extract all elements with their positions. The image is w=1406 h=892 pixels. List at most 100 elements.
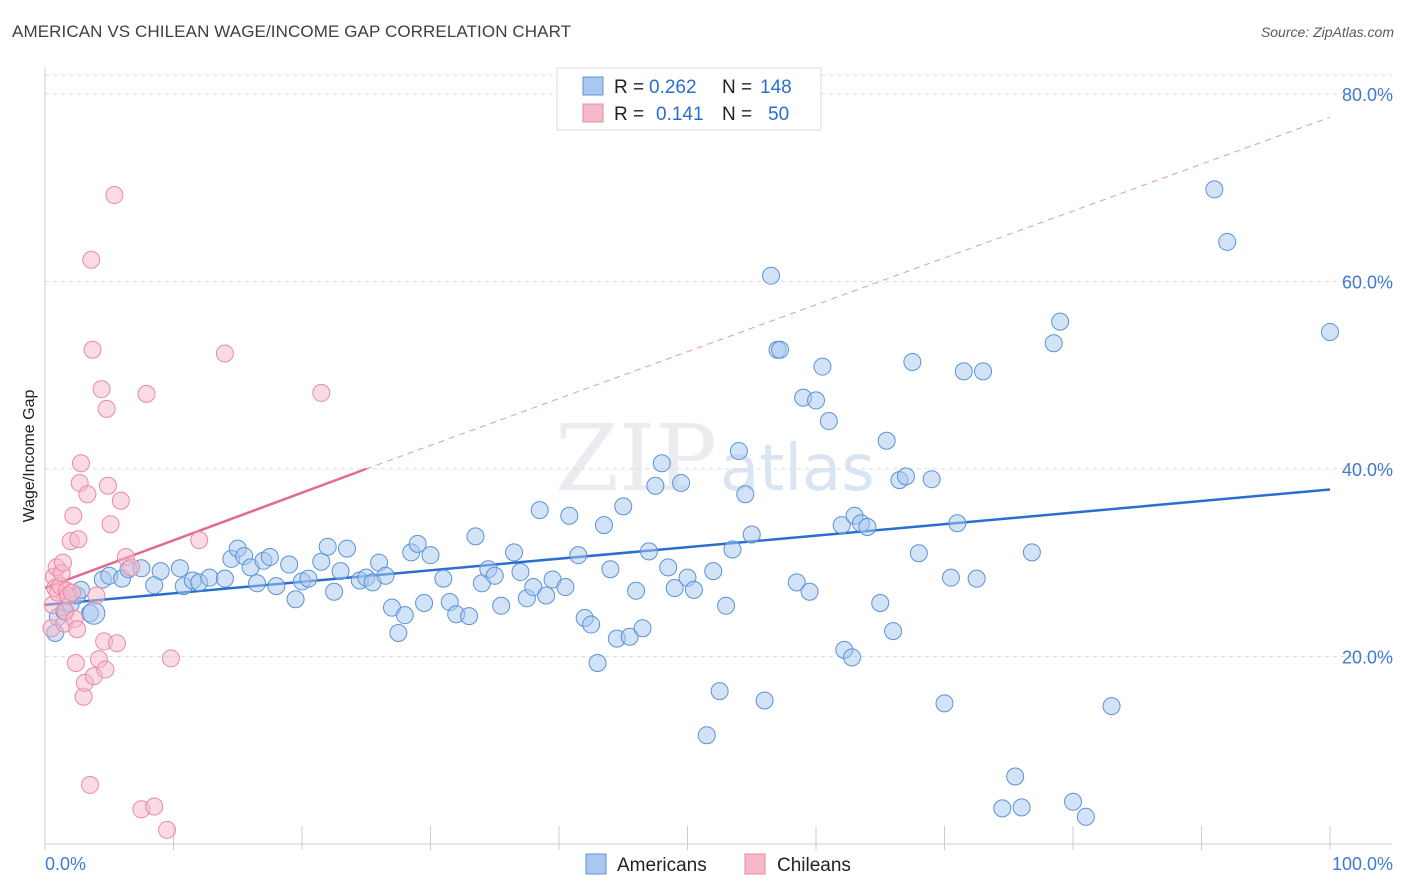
point-americans [1064,792,1082,811]
legend-n-label-1: N = [722,77,752,98]
x-tick-label-start: 0.0% [45,854,86,874]
point-americans [614,497,633,516]
legend-n-value-1: 148 [760,77,792,98]
point-americans [672,473,691,492]
point-americans [1022,543,1041,562]
point-americans [312,552,331,571]
point-chileans [62,583,81,602]
bottom-legend-americans-label: Americans [617,855,707,876]
point-americans [884,622,903,641]
point-americans [318,537,337,556]
bottom-legend-chileans-label: Chileans [777,855,851,876]
point-americans [755,691,774,710]
point-americans [569,546,588,565]
point-americans [299,569,318,588]
point-chileans [53,553,72,572]
legend-chileans-swatch [582,103,604,123]
y-tick-label: 20.0% [1342,647,1393,667]
legend-r-label-2: R = [614,104,644,125]
point-americans [922,470,941,489]
point-chileans [158,820,177,839]
point-americans [807,391,825,410]
point-americans [967,569,986,588]
legend-n-label-2: N = [722,104,752,125]
point-chileans [69,530,88,549]
americans-points [46,180,1339,826]
point-americans [505,543,524,562]
y-tick-label: 80.0% [1342,85,1393,105]
point-americans [408,534,427,553]
point-americans [200,568,219,587]
point-americans [511,563,530,582]
point-americans [684,580,703,599]
point-americans [896,467,915,486]
legend-n-value-2: 50 [768,104,789,125]
point-americans [717,596,736,615]
point-americans [974,362,993,381]
point-chileans [190,531,209,550]
point-chileans [68,620,87,639]
point-americans [556,578,575,597]
point-americans [832,516,851,535]
point-americans [325,582,344,601]
point-chileans [101,515,120,534]
point-americans [337,539,356,558]
point-americans [466,527,485,546]
point-americans [582,615,601,634]
point-americans [1076,807,1095,826]
point-chileans [71,454,90,473]
point-chileans [107,634,126,653]
point-americans [248,574,267,593]
y-tick-label: 40.0% [1342,460,1393,480]
point-americans [697,726,716,745]
point-chileans [92,380,111,399]
point-americans [639,542,658,561]
point-chileans [78,485,97,504]
point-americans [376,566,395,585]
point-chileans [87,586,106,605]
point-americans [260,548,279,567]
bottom-legend: Americans Chileans [585,853,851,876]
point-chileans [98,476,117,495]
point-americans [395,606,414,625]
point-americans [170,559,189,578]
point-americans [787,573,806,592]
point-americans [704,562,723,581]
watermark-zip: ZIP [555,405,717,512]
point-americans [710,682,729,701]
point-americans [858,518,877,537]
point-americans [909,544,928,563]
source-label: Source: ZipAtlas.com [1260,24,1394,40]
bottom-legend-americans-swatch [585,853,607,875]
legend: R = 0.262 N = 148 R = 0.141 N = 50 [556,67,822,131]
legend-r-value-2: 0.141 [656,104,704,125]
point-americans [800,582,819,601]
point-americans [729,442,748,461]
legend-americans-swatch [582,76,604,96]
point-americans [941,568,960,587]
trend-chileans [44,467,367,590]
point-americans [871,593,890,612]
point-americans [646,476,665,495]
x-tick-label-end: 100.0% [1332,854,1393,874]
point-americans [819,412,838,431]
x-tick-labels: 0.0% 100.0% [45,854,1393,874]
point-chileans [215,344,234,363]
point-americans [280,555,299,574]
point-americans [1044,334,1063,353]
y-axis-title: Wage/Income Gap [21,390,38,523]
point-chileans [97,399,116,418]
point-chileans [111,491,130,510]
point-americans [492,596,511,615]
point-americans [903,352,922,371]
point-chileans [161,649,180,668]
axes [44,67,1392,850]
y-tick-label: 60.0% [1342,272,1393,292]
point-americans [434,569,453,588]
point-americans [421,546,440,565]
y-tick-labels: 20.0% 40.0% 60.0% 80.0% [1342,85,1393,668]
point-americans [813,357,832,376]
point-americans [742,525,761,544]
chart-title: AMERICAN VS CHILEAN WAGE/INCOME GAP CORR… [12,22,572,41]
